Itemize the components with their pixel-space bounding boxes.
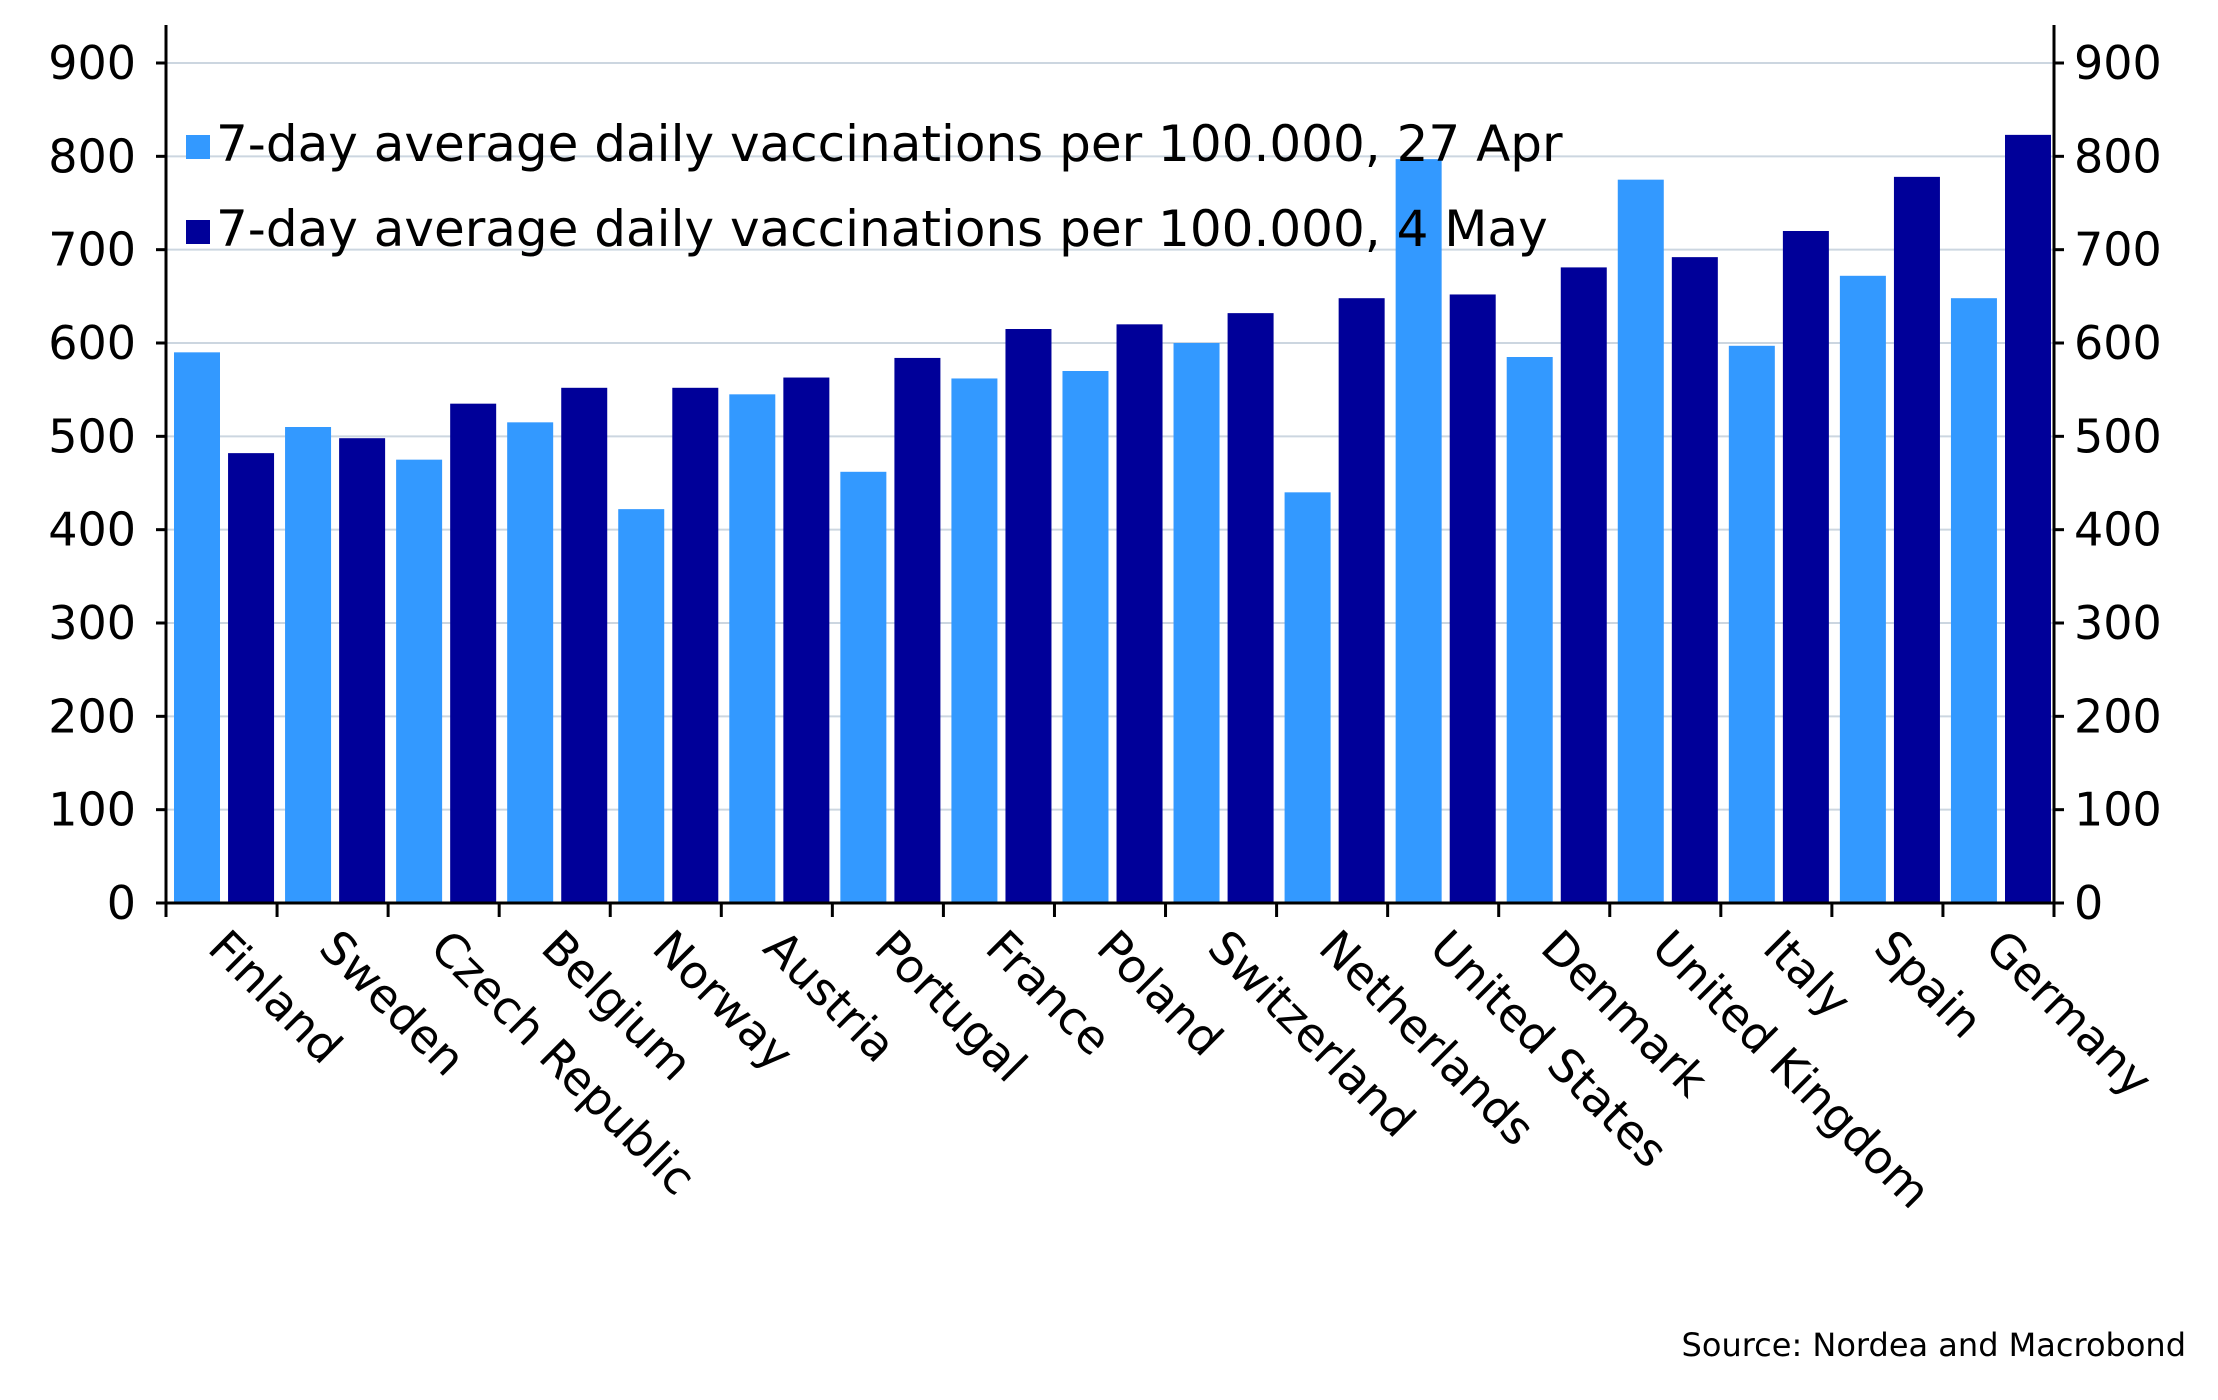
bar-apr27-finland	[174, 352, 220, 903]
bars	[174, 134, 2051, 904]
legend-label: 7-day average daily vaccinations per 100…	[216, 115, 1563, 173]
bar-apr27-spain	[1839, 275, 1886, 903]
right-tick-label: 900	[2074, 36, 2162, 90]
bar-may4-united-kingdom	[1671, 257, 1718, 904]
bar-may4-france	[1005, 329, 1052, 903]
right-tick-label: 600	[2074, 316, 2162, 370]
bar-apr27-denmark	[1506, 357, 1553, 903]
right-tick-label: 200	[2074, 689, 2162, 743]
legend-label: 7-day average daily vaccinations per 100…	[216, 200, 1548, 258]
bar-apr27-belgium	[507, 422, 554, 903]
bar-apr27-portugal	[840, 471, 887, 903]
bar-may4-netherlands	[1338, 298, 1385, 903]
bar-may4-czech-republic	[450, 403, 497, 903]
left-tick-label: 600	[48, 316, 136, 370]
bar-apr27-switzerland	[1173, 343, 1220, 903]
left-tick-label: 900	[48, 36, 136, 90]
bar-apr27-united-states	[1395, 159, 1442, 904]
bar-apr27-poland	[1062, 371, 1109, 903]
bar-may4-united-states	[1449, 294, 1496, 903]
bar-may4-norway	[672, 387, 719, 903]
bar-may4-germany	[2005, 134, 2051, 903]
bar-apr27-norway	[618, 509, 665, 903]
category-label: Spain	[1864, 920, 1993, 1049]
bar-may4-finland	[228, 453, 275, 903]
left-tick-label: 200	[48, 689, 136, 743]
legend-swatch	[186, 220, 210, 244]
right-tick-label: 0	[2074, 876, 2103, 930]
left-tick-label: 700	[48, 223, 136, 277]
left-tick-label: 800	[48, 129, 136, 183]
bar-apr27-czech-republic	[396, 459, 443, 903]
bar-may4-austria	[783, 377, 830, 903]
bar-apr27-germany	[1950, 298, 1997, 903]
legend: 7-day average daily vaccinations per 100…	[186, 115, 1563, 258]
axes	[156, 25, 2064, 917]
source-note: Source: Nordea and Macrobond	[1682, 1326, 2186, 1364]
bar-apr27-netherlands	[1284, 492, 1331, 903]
left-tick-label: 100	[48, 783, 136, 837]
left-tick-label: 400	[48, 503, 136, 557]
bar-may4-spain	[1893, 176, 1940, 903]
bar-may4-belgium	[561, 387, 608, 903]
right-tick-label: 100	[2074, 783, 2162, 837]
bar-apr27-italy	[1728, 345, 1775, 903]
right-tick-label: 300	[2074, 596, 2162, 650]
left-tick-label: 300	[48, 596, 136, 650]
bar-may4-switzerland	[1227, 313, 1274, 904]
bar-may4-sweden	[339, 438, 386, 903]
left-tick-label: 500	[48, 409, 136, 463]
tick-labels: 0 0 100 100 200 200 300 300 400 400 500 500 600 600 70…	[48, 36, 2162, 930]
category-label: Germany	[1975, 920, 2163, 1108]
right-tick-label: 700	[2074, 223, 2162, 277]
bar-apr27-sweden	[285, 427, 332, 903]
category-label: Poland	[1087, 920, 1234, 1067]
bar-may4-italy	[1782, 231, 1829, 903]
bar-may4-denmark	[1560, 267, 1607, 903]
left-tick-label: 0	[107, 876, 136, 930]
right-tick-label: 500	[2074, 409, 2162, 463]
right-tick-label: 400	[2074, 503, 2162, 557]
legend-swatch	[186, 135, 210, 159]
bar-may4-poland	[1116, 324, 1163, 903]
bar-apr27-france	[951, 378, 998, 903]
bar-apr27-united-kingdom	[1617, 179, 1664, 903]
bar-may4-portugal	[894, 357, 941, 903]
right-tick-label: 800	[2074, 129, 2162, 183]
bar-apr27-austria	[729, 394, 776, 903]
